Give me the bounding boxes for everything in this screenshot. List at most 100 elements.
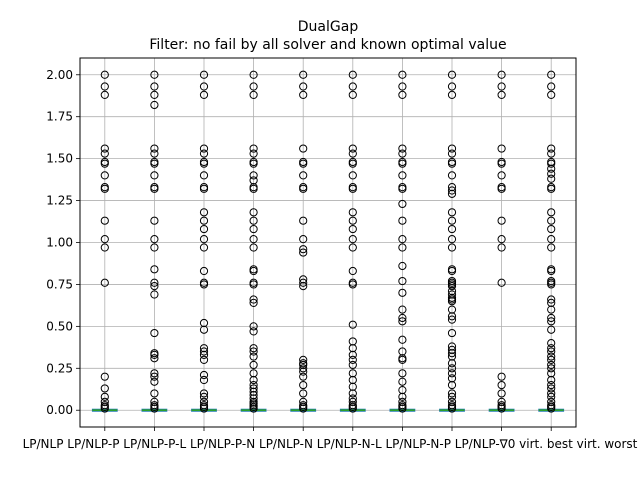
- outlier-point: [150, 369, 159, 378]
- outlier-point: [547, 164, 556, 173]
- outlier-point: [199, 208, 209, 217]
- outlier-point: [348, 224, 357, 234]
- outlier-point: [447, 392, 457, 401]
- outlier-point: [249, 344, 258, 353]
- outlier-point: [100, 372, 109, 381]
- outlier-point: [299, 245, 308, 254]
- outlier-point: [547, 375, 556, 385]
- outlier-point: [398, 377, 407, 386]
- outlier-point: [497, 90, 506, 100]
- outlier-point: [547, 280, 556, 289]
- outlier-point: [299, 171, 308, 180]
- outlier-point: [348, 404, 357, 413]
- outlier-point: [447, 359, 457, 368]
- outlier-point: [299, 235, 308, 244]
- outlier-point: [249, 224, 258, 234]
- outlier-point: [199, 325, 209, 334]
- outlier-point: [398, 199, 407, 209]
- outlier-point: [547, 224, 556, 234]
- outlier-layer: [100, 70, 556, 413]
- outlier-point: [547, 149, 556, 158]
- outlier-point: [348, 90, 357, 100]
- outlier-point: [249, 144, 258, 153]
- outlier-point: [299, 70, 308, 79]
- outlier-point: [299, 364, 308, 373]
- outlier-point: [150, 100, 159, 110]
- outlier-point: [348, 355, 357, 365]
- outlier-point: [398, 369, 407, 378]
- outlier-point: [199, 355, 209, 365]
- outlier-point: [249, 327, 258, 336]
- outlier-point: [547, 235, 556, 244]
- outlier-point: [497, 389, 506, 398]
- outlier-point: [299, 159, 308, 168]
- outlier-point: [150, 278, 159, 287]
- outlier-point: [348, 171, 357, 180]
- outlier-point: [547, 243, 556, 252]
- outlier-point: [299, 282, 308, 291]
- outlier-point: [100, 159, 109, 168]
- outlier-point: [199, 82, 209, 91]
- outlier-point: [100, 90, 109, 100]
- outlier-point: [447, 235, 457, 244]
- outlier-point: [398, 313, 407, 323]
- y-tick-label: 1.50: [46, 152, 73, 166]
- outlier-point: [547, 70, 556, 79]
- outlier-point: [398, 171, 407, 180]
- outlier-point: [199, 216, 209, 225]
- outlier-point: [348, 243, 357, 252]
- outlier-point: [100, 82, 109, 91]
- outlier-point: [150, 243, 159, 252]
- outlier-point: [398, 288, 407, 297]
- outlier-point: [249, 90, 258, 100]
- outlier-point: [150, 184, 159, 193]
- outlier-point: [199, 144, 209, 153]
- outlier-point: [447, 282, 457, 291]
- outlier-point: [547, 380, 556, 390]
- outlier-point: [249, 235, 258, 244]
- outlier-point: [299, 355, 308, 365]
- outlier-point: [348, 389, 357, 398]
- outlier-point: [150, 350, 159, 359]
- outlier-point: [150, 216, 159, 225]
- y-tick-label: 2.00: [46, 68, 73, 82]
- outlier-point: [150, 90, 159, 100]
- outlier-point: [150, 404, 159, 413]
- outlier-point: [547, 90, 556, 100]
- outlier-point: [249, 159, 258, 168]
- outlier-point: [150, 144, 159, 153]
- outlier-point: [447, 266, 457, 276]
- outlier-point: [348, 216, 357, 225]
- outlier-point: [447, 216, 457, 225]
- outlier-point: [497, 278, 506, 287]
- y-tick-label: 1.00: [46, 236, 73, 250]
- outlier-point: [547, 266, 556, 276]
- outlier-point: [447, 159, 457, 168]
- outlier-point: [299, 144, 308, 153]
- outlier-point: [348, 208, 357, 217]
- outlier-point: [199, 404, 209, 413]
- outlier-point: [547, 174, 556, 183]
- outlier-point: [150, 82, 159, 91]
- outlier-point: [199, 350, 209, 359]
- outlier-point: [497, 171, 506, 180]
- outlier-point: [199, 70, 209, 79]
- outlier-point: [547, 404, 556, 413]
- outlier-point: [348, 280, 357, 289]
- outlier-point: [398, 159, 407, 168]
- y-tick-label: 0.25: [46, 361, 73, 375]
- y-tick-label: 1.25: [46, 194, 73, 208]
- outlier-point: [398, 243, 407, 252]
- outlier-point: [100, 235, 109, 244]
- outlier-point: [150, 282, 159, 291]
- outlier-point: [150, 159, 159, 168]
- outlier-point: [100, 184, 109, 193]
- outlier-point: [249, 70, 258, 79]
- outlier-point: [547, 313, 556, 323]
- outlier-point: [249, 149, 258, 158]
- outlier-point: [547, 384, 556, 393]
- outlier-point: [547, 216, 556, 225]
- outlier-point: [199, 392, 209, 401]
- outlier-point: [299, 278, 308, 287]
